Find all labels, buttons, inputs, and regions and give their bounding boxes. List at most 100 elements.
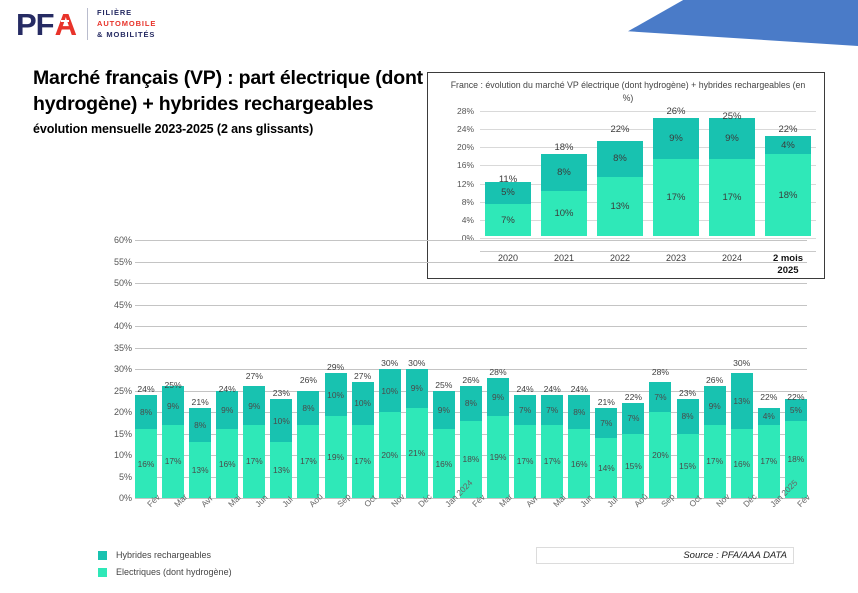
- bar-segment-value: 8%: [573, 407, 586, 417]
- gridline: [480, 111, 816, 112]
- bar-segment-hybrides: 9%: [243, 386, 266, 425]
- gridline: [135, 369, 807, 370]
- bar-segment-hybrides: 8%: [135, 394, 157, 430]
- bar-segment-electriques: 16%: [135, 429, 157, 498]
- bar-segment-value: 10%: [554, 207, 574, 219]
- bar-nov-9[interactable]: 10% 20% 30%: [378, 240, 401, 498]
- y-tick-label: 8%: [461, 196, 474, 207]
- bar-segment-hybrides: 8%: [568, 394, 591, 430]
- inset-x-label-2021: 2021: [553, 253, 575, 263]
- gridline: [135, 240, 807, 241]
- bar-déc-10[interactable]: 9% 21% 30%: [405, 240, 428, 498]
- inset-x-axis-line: [480, 251, 816, 252]
- bar-segment-value: 7%: [654, 391, 667, 402]
- bar-segment-electriques: 18%: [459, 420, 482, 498]
- bar-jun-16[interactable]: 8% 16% 24%: [568, 240, 591, 498]
- bar-jan-2024-11[interactable]: 9% 16% 25%: [432, 240, 455, 498]
- main-x-label-slot: Oct: [352, 493, 378, 550]
- bar-aoû-6[interactable]: 8% 17% 26%: [297, 240, 320, 498]
- inset-x-label-2-mois-2025: 2 mois 2025: [772, 253, 804, 276]
- bar-segment-hybrides: 9%: [709, 118, 755, 159]
- bar-déc-22[interactable]: 13% 16% 30%: [730, 240, 753, 498]
- bar-mai-3[interactable]: 9% 16% 24%: [216, 240, 239, 498]
- bar-segment-hybrides: 8%: [541, 154, 587, 191]
- bar-mai-15[interactable]: 7% 17% 24%: [541, 240, 564, 498]
- bar-total-label: 28%: [651, 366, 670, 377]
- bar-segment-value: 9%: [221, 404, 234, 415]
- y-tick-label: 55%: [113, 256, 132, 267]
- y-tick-label: 5%: [118, 471, 132, 482]
- bar-fév-0[interactable]: 8% 16% 24%: [135, 240, 157, 498]
- logo-text-pf: PF: [16, 6, 55, 42]
- bar-total-label: 23%: [678, 388, 697, 399]
- bar-segment-value: 14%: [597, 462, 615, 473]
- logo-a-crossbar-icon: [61, 19, 70, 23]
- bar-2020-0[interactable]: 5% 7% 11%: [485, 111, 531, 236]
- bar-segment-value: 9%: [708, 400, 721, 411]
- bar-jan-2025-23[interactable]: 4% 17% 22%: [757, 240, 780, 498]
- bar-avr-2[interactable]: 8% 13% 21%: [189, 240, 212, 498]
- bar-jul-5[interactable]: 10% 13% 23%: [270, 240, 293, 498]
- bar-segment-value: 10%: [273, 415, 290, 426]
- bar-sep-7[interactable]: 10% 19% 29%: [324, 240, 347, 498]
- bar-jun-4[interactable]: 9% 17% 27%: [243, 240, 266, 498]
- y-tick-label: 50%: [113, 278, 132, 288]
- bar-segment-hybrides: 10%: [270, 399, 293, 443]
- bar-segment-hybrides: 8%: [297, 390, 320, 425]
- logo-wordmark: PF A: [16, 6, 77, 42]
- main-x-label-slot: Fév: [785, 492, 812, 550]
- bar-segment-value: 20%: [652, 450, 669, 460]
- bar-segment-value: 16%: [137, 458, 155, 469]
- bar-2021-1[interactable]: 8% 10% 18%: [541, 111, 587, 236]
- main-x-label-slot: Fév: [135, 492, 162, 550]
- main-x-label-slot: Déc: [731, 491, 759, 550]
- bar-total-label: 30%: [408, 358, 426, 368]
- main-plot-area: 8% 16% 24% 9% 17% 25% 8% 13% 21% 9% 16% 24% 9% 17% 27%…: [135, 240, 807, 499]
- bar-segment-hybrides: 9%: [405, 369, 428, 408]
- bar-segment-value: 20%: [381, 450, 399, 460]
- bar-segment-value: 17%: [760, 456, 778, 467]
- bar-nov-21[interactable]: 9% 17% 26%: [703, 240, 726, 498]
- gridline: [480, 147, 816, 149]
- bar-mar-13[interactable]: 9% 19% 28%: [487, 240, 510, 498]
- bar-total-label: 26%: [666, 106, 686, 118]
- bar-segment-value: 15%: [679, 460, 696, 471]
- bar-2022-2[interactable]: 8% 13% 22%: [597, 111, 643, 236]
- bar-segment-electriques: 17%: [297, 424, 320, 498]
- bar-segment-value: 17%: [722, 191, 742, 203]
- bar-2023-3[interactable]: 9% 17% 26%: [653, 106, 699, 236]
- bar-avr-14[interactable]: 7% 17% 24%: [514, 240, 537, 498]
- y-tick-label: 40%: [113, 321, 132, 331]
- main-x-label-slot: Jul: [595, 494, 620, 550]
- gridline: [135, 304, 807, 306]
- page-title: Marché français (VP) : part électrique (…: [33, 67, 423, 115]
- bar-mar-1[interactable]: 9% 17% 25%: [162, 240, 185, 498]
- bar-jul-17[interactable]: 7% 14% 21%: [595, 240, 618, 498]
- bar-total-label: 22%: [610, 124, 630, 136]
- bar-segment-hybrides: 5%: [784, 399, 807, 421]
- bar-fév-12[interactable]: 8% 18% 26%: [459, 240, 482, 498]
- page-subtitle: évolution mensuelle 2023-2025 (2 ans gli…: [33, 122, 314, 136]
- bar-segment-value: 9%: [410, 383, 423, 394]
- bar-2-mois-2025-5[interactable]: 4% 18% 22%: [765, 111, 811, 236]
- bar-oct-20[interactable]: 8% 15% 23%: [676, 240, 699, 498]
- bar-2024-4[interactable]: 9% 17% 25%: [709, 111, 755, 236]
- bar-total-label: 23%: [272, 388, 290, 399]
- source-text: Source : PFA/AAA DATA: [683, 550, 787, 561]
- bar-segment-hybrides: 8%: [189, 407, 212, 443]
- bar-segment-value: 17%: [666, 191, 686, 203]
- bar-segment-electriques: 13%: [189, 442, 212, 498]
- bar-segment-value: 19%: [489, 452, 507, 463]
- bar-segment-hybrides: 4%: [765, 136, 811, 155]
- bar-segment-value: 17%: [300, 456, 317, 467]
- bar-oct-8[interactable]: 10% 17% 27%: [351, 240, 374, 498]
- logo-tagline-line-1: FILIÈRE: [97, 8, 133, 17]
- bar-segment-value: 16%: [218, 458, 236, 469]
- inset-bar-group: 5% 7% 11% 8% 10% 18% 8% 13% 22% 9% 17% 26% 9% 17% 25% 4…: [480, 106, 816, 236]
- y-tick-label: 30%: [113, 364, 132, 374]
- main-x-label-slot: Sep: [325, 491, 353, 550]
- bar-aoû-18[interactable]: 7% 15% 22%: [622, 240, 645, 498]
- bar-sep-19[interactable]: 7% 20% 28%: [649, 240, 672, 498]
- bar-fév-24[interactable]: 5% 18% 22%: [784, 240, 807, 498]
